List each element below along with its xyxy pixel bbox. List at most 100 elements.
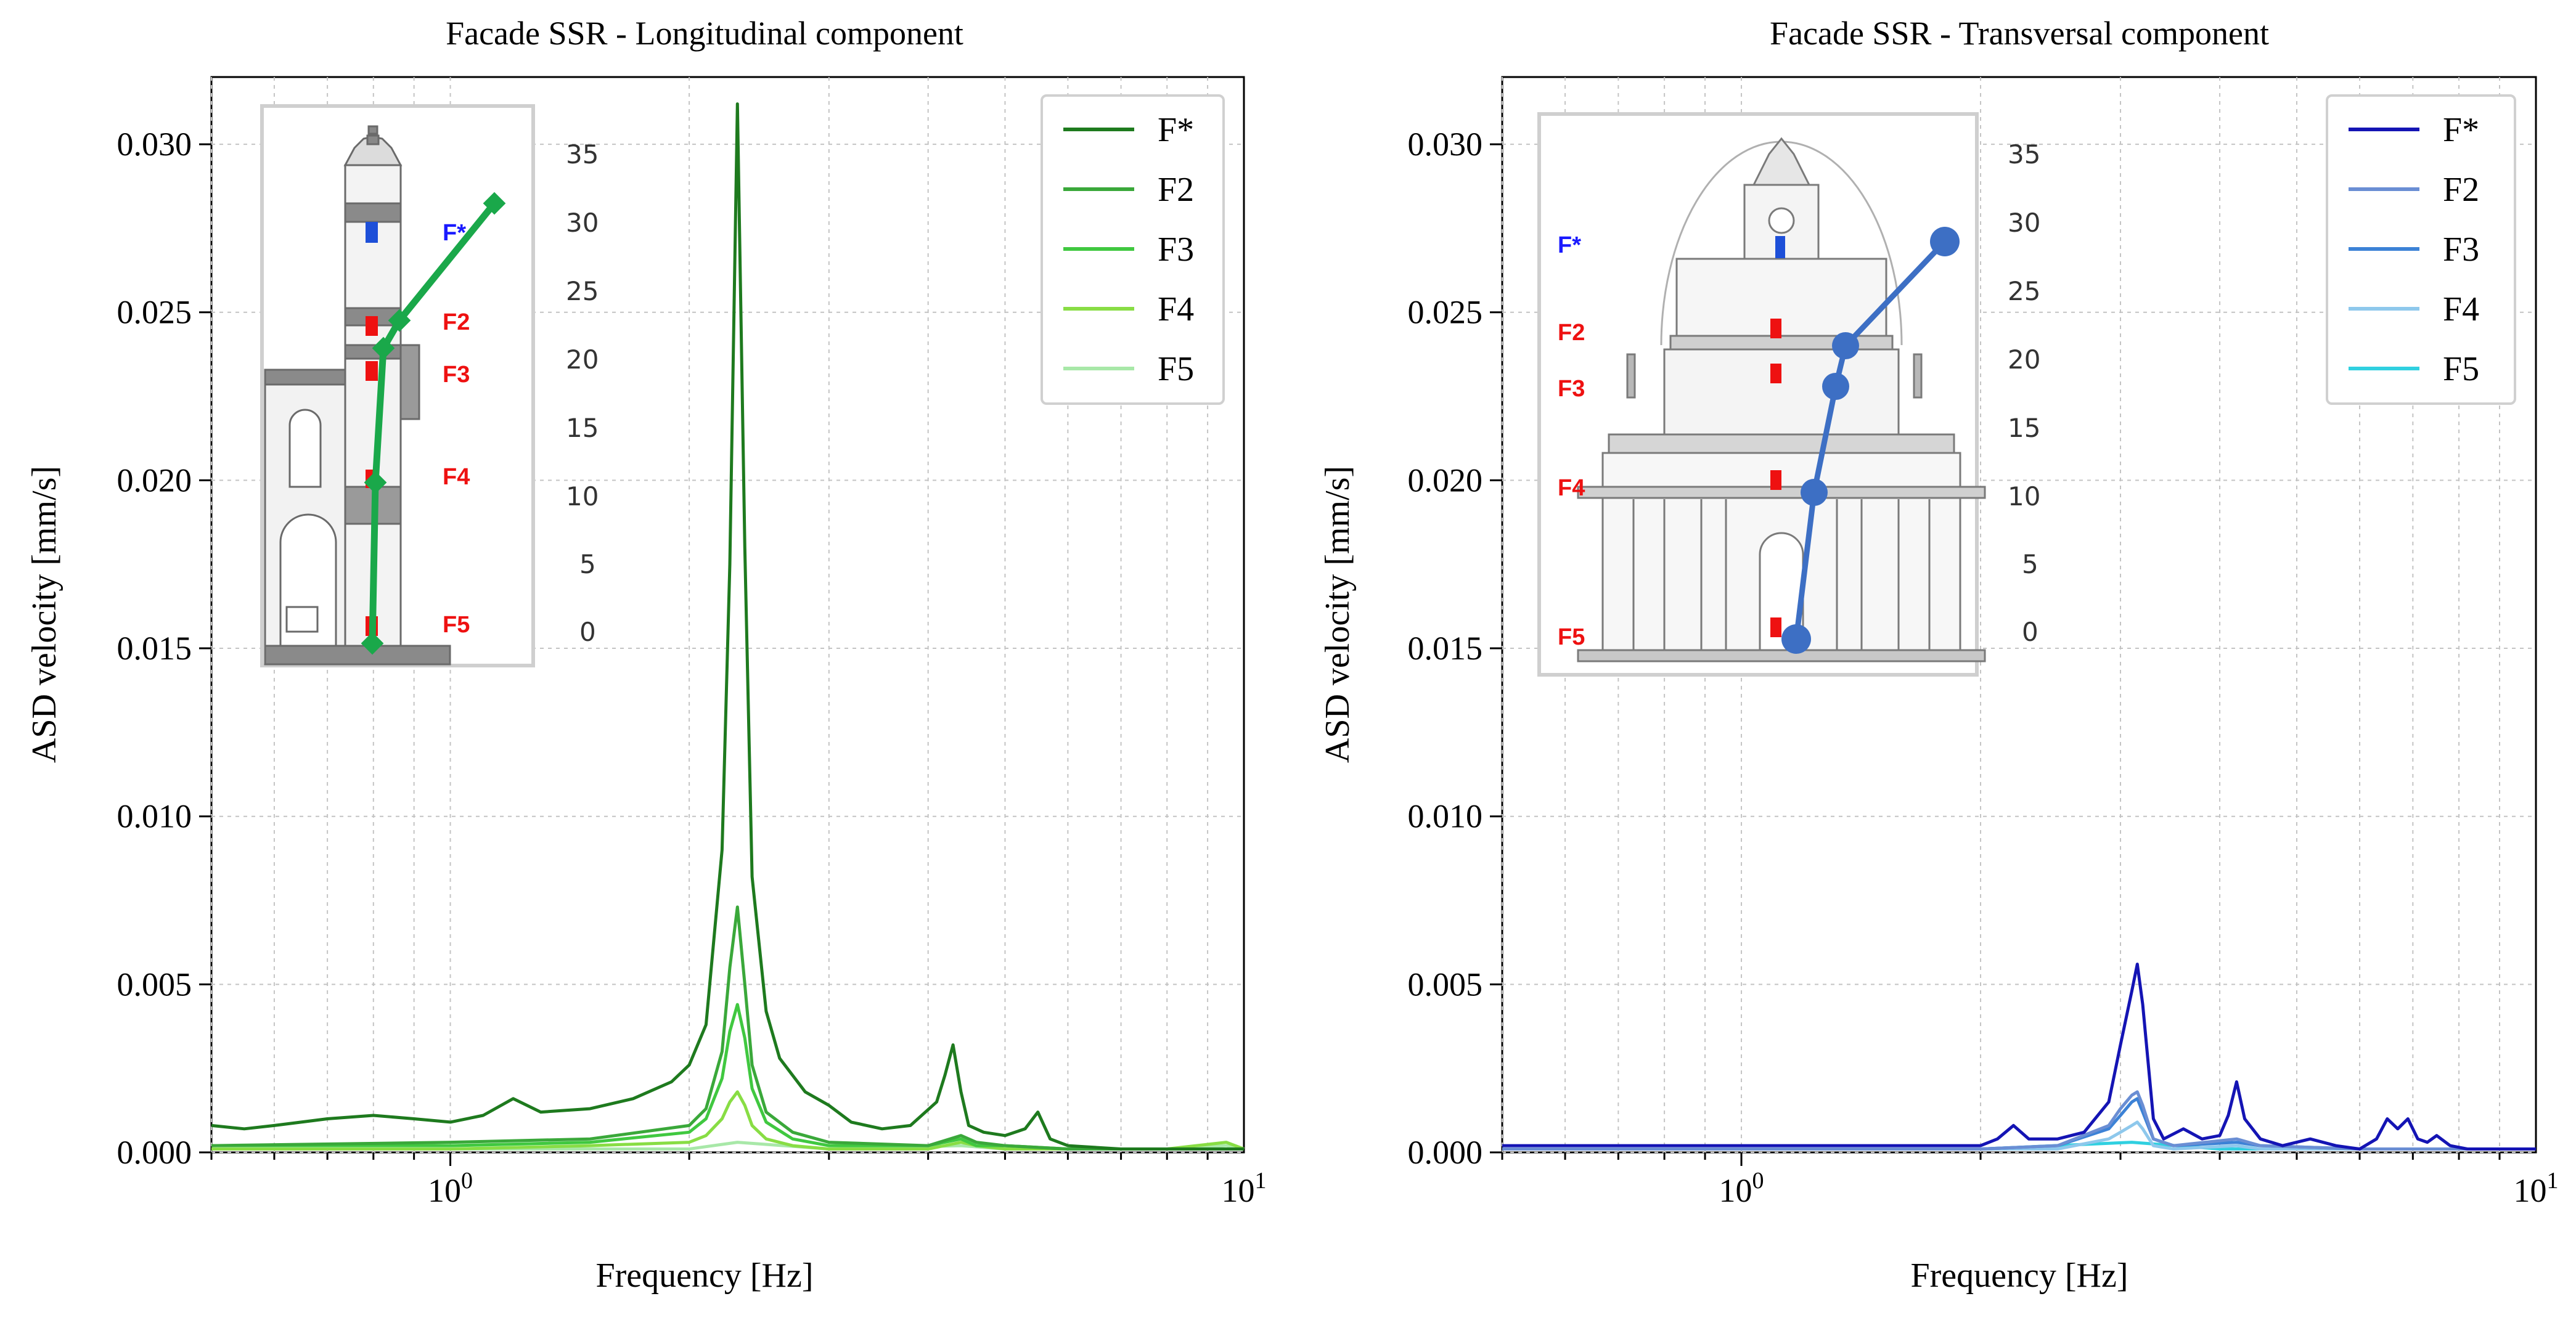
inset-mode-shape: F* F2 F3 F4 F5 35 30 25 20 15 10 xyxy=(260,104,599,667)
y-tick-label: 0.020 xyxy=(1408,462,1483,499)
scale-label: 10 xyxy=(2008,481,2040,511)
mode-shape-point xyxy=(1832,332,1859,359)
legend-label: F5 xyxy=(1158,350,1194,388)
mode-shape-point xyxy=(1781,624,1811,654)
y-tick-label: 0.010 xyxy=(1408,798,1483,835)
x-tick-label: 100 xyxy=(1719,1168,1764,1209)
scale-label: 35 xyxy=(566,139,599,169)
series-line-fstar xyxy=(1502,963,2536,1151)
y-tick-labels: 0.000 0.005 0.010 0.015 0.020 0.025 0.030 xyxy=(117,126,192,1171)
scale-label: 20 xyxy=(566,344,599,375)
sensor-markers xyxy=(1770,236,1785,637)
y-tick-label: 0.000 xyxy=(117,1134,192,1171)
scale-label: 20 xyxy=(2008,344,2040,375)
inset-mode-shape: F* F2 F3 F4 F5 35 30 25 20 15 10 xyxy=(1537,112,2040,677)
sensor-marker-f2 xyxy=(1770,319,1781,338)
sensor-label-f4: F4 xyxy=(443,464,470,490)
y-tick-label: 0.030 xyxy=(117,126,192,163)
y-tick-label: 0.005 xyxy=(1408,966,1483,1003)
scale-label: 30 xyxy=(2008,208,2040,238)
mode-shape-point xyxy=(364,471,387,494)
sensor-marker-f3 xyxy=(366,361,378,381)
sensor-marker-f2 xyxy=(366,316,378,336)
x-tick-label: 101 xyxy=(2514,1168,2559,1209)
chart-transversal: Facade SSR - Transversal component 0.000… xyxy=(1319,15,2559,1295)
series-line-f2 xyxy=(211,905,1244,1151)
series-line-f2 xyxy=(1502,1090,2536,1151)
legend-label: F4 xyxy=(1158,290,1194,328)
x-tick-labels: 100 101 xyxy=(428,1168,1266,1209)
sensor-marker-f5 xyxy=(1770,617,1781,637)
legend-label: F2 xyxy=(1158,171,1194,209)
sensor-label-f3: F3 xyxy=(1558,376,1585,402)
y-tick-label: 0.015 xyxy=(1408,630,1483,667)
inset-height-scale: 35 30 25 20 15 10 5 0 xyxy=(2008,139,2040,647)
sensor-marker-fstar xyxy=(1775,236,1785,258)
y-tick-label: 0.005 xyxy=(117,966,192,1003)
legend-label: F5 xyxy=(2443,350,2479,388)
sensor-marker-fstar xyxy=(366,222,378,243)
y-ticks xyxy=(199,143,211,1154)
y-tick-label: 0.015 xyxy=(117,630,192,667)
mode-shape-point xyxy=(1801,479,1828,506)
y-tick-label: 0.030 xyxy=(1408,126,1483,163)
scale-label: 15 xyxy=(566,413,599,443)
scale-label: 25 xyxy=(566,276,599,306)
series-lines xyxy=(211,102,1245,1151)
y-tick-label: 0.025 xyxy=(1408,294,1483,331)
legend-items: F* F2 F3 F4 F5 xyxy=(1063,111,1194,388)
series-line-f4 xyxy=(1502,1120,2536,1151)
legend: F* F2 F3 F4 F5 xyxy=(1041,94,1225,405)
sensor-label-f2: F2 xyxy=(443,309,470,335)
facade-elevation-drawing xyxy=(1577,137,1986,662)
x-ticks xyxy=(1501,1152,2501,1166)
scale-label: 5 xyxy=(2022,549,2038,579)
legend: F* F2 F3 F4 F5 xyxy=(2326,94,2516,405)
series-line-f4 xyxy=(211,1090,1245,1151)
legend-label: F4 xyxy=(2443,290,2479,328)
y-ticks xyxy=(1490,143,1502,1154)
mode-shape-markers xyxy=(361,192,506,655)
legend-label: F3 xyxy=(1158,230,1194,269)
chart-longitudinal: Facade SSR - Longitudinal component 0.00… xyxy=(25,15,1267,1295)
x-axis-label: Frequency [Hz] xyxy=(596,1257,814,1295)
scale-label: 0 xyxy=(2022,617,2038,647)
sensor-label-f4: F4 xyxy=(1558,475,1585,501)
scale-label: 35 xyxy=(2008,139,2040,169)
legend-label: F2 xyxy=(2443,171,2479,209)
mode-shape-markers xyxy=(1781,227,1960,654)
series-line-f3 xyxy=(1502,1097,2536,1151)
sensor-label-fstar: F* xyxy=(1558,232,1581,258)
series-line-f5 xyxy=(211,1141,1245,1151)
chart-title: Facade SSR - Transversal component xyxy=(1770,15,2269,52)
legend-label: F* xyxy=(1158,111,1194,149)
legend-items: F* F2 F3 F4 F5 xyxy=(2349,111,2479,388)
scale-label: 25 xyxy=(2008,276,2040,306)
x-ticks xyxy=(210,1152,1209,1166)
sensor-label-f5: F5 xyxy=(443,612,470,638)
mode-shape-point xyxy=(372,336,395,360)
x-axis-label: Frequency [Hz] xyxy=(1911,1257,2128,1295)
y-tick-label: 0.020 xyxy=(117,462,192,499)
y-axis-label: ASD velocity [mm/s] xyxy=(1319,466,1357,763)
sensor-labels: F* F2 F3 F4 F5 xyxy=(443,220,470,638)
legend-label: F3 xyxy=(2443,230,2479,269)
y-axis-label: ASD velocity [mm/s] xyxy=(25,466,63,763)
scale-label: 15 xyxy=(2008,413,2040,443)
inset-height-scale: 35 30 25 20 15 10 5 0 xyxy=(566,139,599,647)
mode-shape-point xyxy=(388,309,411,332)
scale-label: 10 xyxy=(566,481,599,511)
y-tick-label: 0.000 xyxy=(1408,1134,1483,1171)
y-tick-label: 0.025 xyxy=(117,294,192,331)
series-lines xyxy=(1502,963,2536,1151)
sensor-labels: F* F2 F3 F4 F5 xyxy=(1558,232,1585,650)
scale-label: 5 xyxy=(579,549,596,579)
y-tick-labels: 0.000 0.005 0.010 0.015 0.020 0.025 0.030 xyxy=(1408,126,1483,1171)
scale-label: 30 xyxy=(566,208,599,238)
sensor-marker-f4 xyxy=(1770,470,1781,490)
x-tick-label: 100 xyxy=(428,1168,473,1209)
mode-shape-point xyxy=(1930,227,1960,256)
mode-shape-point xyxy=(361,632,384,655)
legend-label: F* xyxy=(2443,111,2479,149)
